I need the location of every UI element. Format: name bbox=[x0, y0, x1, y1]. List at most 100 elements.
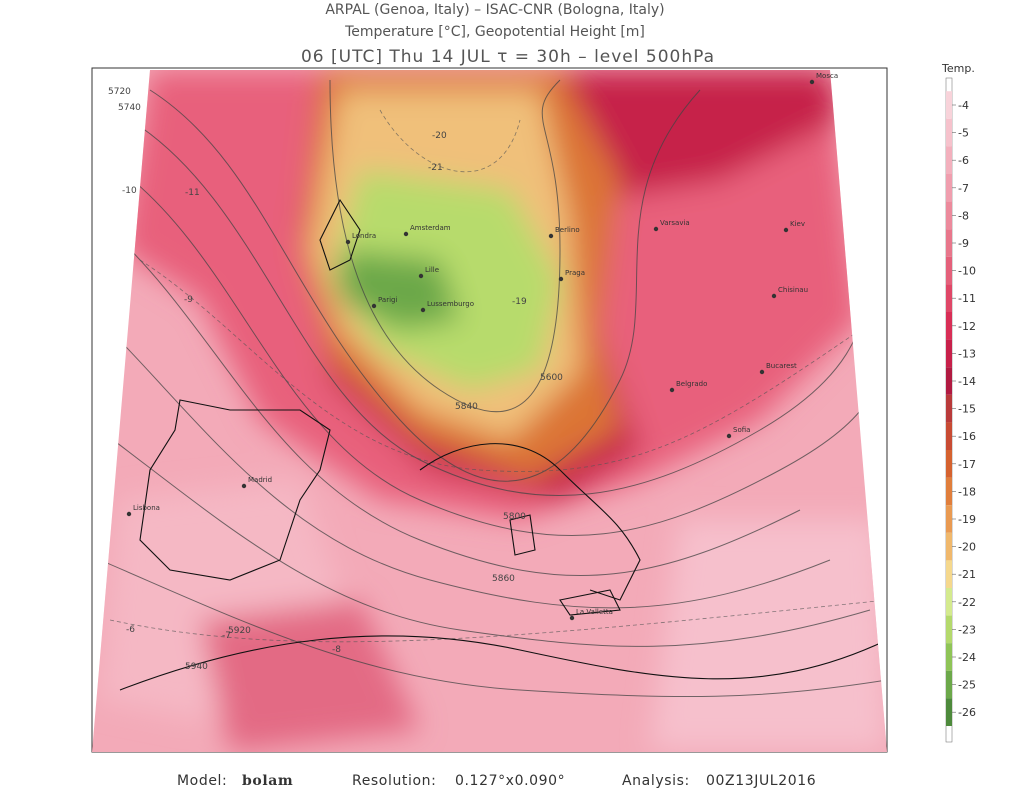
city-label: Bucarest bbox=[766, 362, 797, 370]
contour-label: 5920 bbox=[228, 626, 251, 636]
city-dot bbox=[418, 273, 424, 279]
contour-label: -8 bbox=[332, 645, 341, 655]
city-dot bbox=[726, 433, 732, 439]
city-label: Amsterdam bbox=[410, 224, 451, 232]
legend-label: -7 bbox=[958, 182, 969, 195]
legend-swatch bbox=[946, 339, 952, 368]
contour-label: -6 bbox=[126, 625, 135, 635]
legend-label: -8 bbox=[958, 209, 969, 222]
footer-value: 0.127°x0.090° bbox=[455, 773, 565, 789]
legend-label: -24 bbox=[958, 651, 976, 664]
legend-swatch bbox=[946, 256, 952, 285]
legend-label: -9 bbox=[958, 237, 969, 250]
legend-label: -14 bbox=[958, 375, 976, 388]
city-label: Mosca bbox=[816, 72, 838, 80]
city-dot bbox=[771, 293, 777, 299]
legend-swatch bbox=[946, 532, 952, 561]
contour-label: -19 bbox=[512, 297, 527, 307]
footer-label: Resolution: bbox=[352, 773, 436, 789]
contour-label: 5740 bbox=[118, 103, 141, 113]
legend-swatch bbox=[946, 394, 952, 423]
legend-label: -11 bbox=[958, 292, 976, 305]
coastlines bbox=[119, 198, 887, 691]
contour-label: -11 bbox=[185, 188, 200, 198]
city-dot bbox=[669, 387, 675, 393]
legend-swatch bbox=[946, 174, 952, 202]
header-line: Temperature [°C], Geopotential Height [m… bbox=[344, 24, 645, 40]
contour-label: -21 bbox=[428, 163, 443, 173]
legend-swatch bbox=[946, 560, 952, 588]
legend-label: -19 bbox=[958, 513, 976, 526]
legend-swatch bbox=[946, 118, 952, 147]
city-dot bbox=[558, 276, 564, 282]
legend-swatch bbox=[946, 312, 952, 340]
legend-swatch bbox=[946, 477, 952, 506]
legend-swatch bbox=[946, 284, 952, 312]
contour-label: -20 bbox=[432, 131, 447, 141]
contour-label: 5600 bbox=[540, 373, 563, 383]
contour-label: 5800 bbox=[503, 512, 526, 522]
footer-label: Analysis: bbox=[622, 773, 690, 789]
legend-swatch bbox=[946, 229, 952, 257]
legend-label: -21 bbox=[958, 568, 976, 581]
legend-swatch bbox=[946, 367, 952, 395]
city-label: Kiev bbox=[790, 220, 805, 228]
legend-title: Temp. bbox=[941, 62, 975, 75]
legend-label: -5 bbox=[958, 127, 969, 140]
city-label: Londra bbox=[352, 232, 376, 240]
city-dot bbox=[783, 227, 789, 233]
city-dot bbox=[403, 231, 409, 237]
city-dot bbox=[548, 233, 554, 239]
legend-label: -20 bbox=[958, 541, 976, 554]
contour-label: -10 bbox=[122, 186, 137, 196]
header-line: ARPAL (Genoa, Italy) – ISAC-CNR (Bologna… bbox=[325, 2, 664, 18]
legend-label: -16 bbox=[958, 430, 976, 443]
legend-swatch bbox=[946, 588, 952, 616]
legend-label: -6 bbox=[958, 154, 969, 167]
city-dot bbox=[809, 79, 815, 85]
footer-value: bolam bbox=[242, 773, 293, 789]
legend-label: -17 bbox=[958, 458, 976, 471]
legend-swatch bbox=[946, 422, 952, 450]
legend-swatch bbox=[946, 505, 952, 533]
legend-swatch bbox=[946, 450, 952, 478]
legend-label: -12 bbox=[958, 320, 976, 333]
legend-label: -23 bbox=[958, 623, 976, 636]
contour-label: 5860 bbox=[492, 574, 515, 584]
legend-label: -22 bbox=[958, 596, 976, 609]
footer-value: 00Z13JUL2016 bbox=[706, 773, 816, 789]
city-dot bbox=[653, 226, 659, 232]
legend-label: -13 bbox=[958, 347, 976, 360]
legend-swatch bbox=[946, 146, 952, 174]
city-label: Praga bbox=[565, 269, 585, 277]
contour-label: 5940 bbox=[185, 662, 208, 672]
city-label: Sofia bbox=[733, 426, 750, 434]
city-label: Belgrado bbox=[676, 380, 707, 388]
contour-label: -9 bbox=[184, 295, 193, 305]
contour-label: -7 bbox=[222, 631, 231, 641]
city-dot bbox=[569, 615, 575, 621]
city-dot bbox=[759, 369, 765, 375]
city-label: La Valletta bbox=[576, 608, 613, 616]
legend-label: -10 bbox=[958, 265, 976, 278]
city-label: Lisbona bbox=[133, 504, 160, 512]
temperature-field bbox=[92, 70, 887, 752]
city-label: Varsavia bbox=[660, 219, 690, 227]
city-label: Chisinau bbox=[778, 286, 808, 294]
city-label: Madrid bbox=[248, 476, 272, 484]
city-dot bbox=[241, 483, 247, 489]
contour-label: 5720 bbox=[108, 87, 131, 97]
city-label: Berlino bbox=[555, 226, 580, 234]
legend-label: -15 bbox=[958, 403, 976, 416]
city-label: Lille bbox=[425, 266, 439, 274]
header-title: 06 [UTC] Thu 14 JUL τ = 30h – level 500h… bbox=[301, 47, 715, 67]
city-dot bbox=[371, 303, 377, 309]
legend-swatch bbox=[946, 201, 952, 230]
city-dot bbox=[126, 511, 132, 517]
legend-swatch bbox=[946, 670, 952, 699]
city-label: Parigi bbox=[378, 296, 397, 304]
city-dot bbox=[420, 307, 426, 313]
legend-swatch bbox=[946, 615, 952, 644]
